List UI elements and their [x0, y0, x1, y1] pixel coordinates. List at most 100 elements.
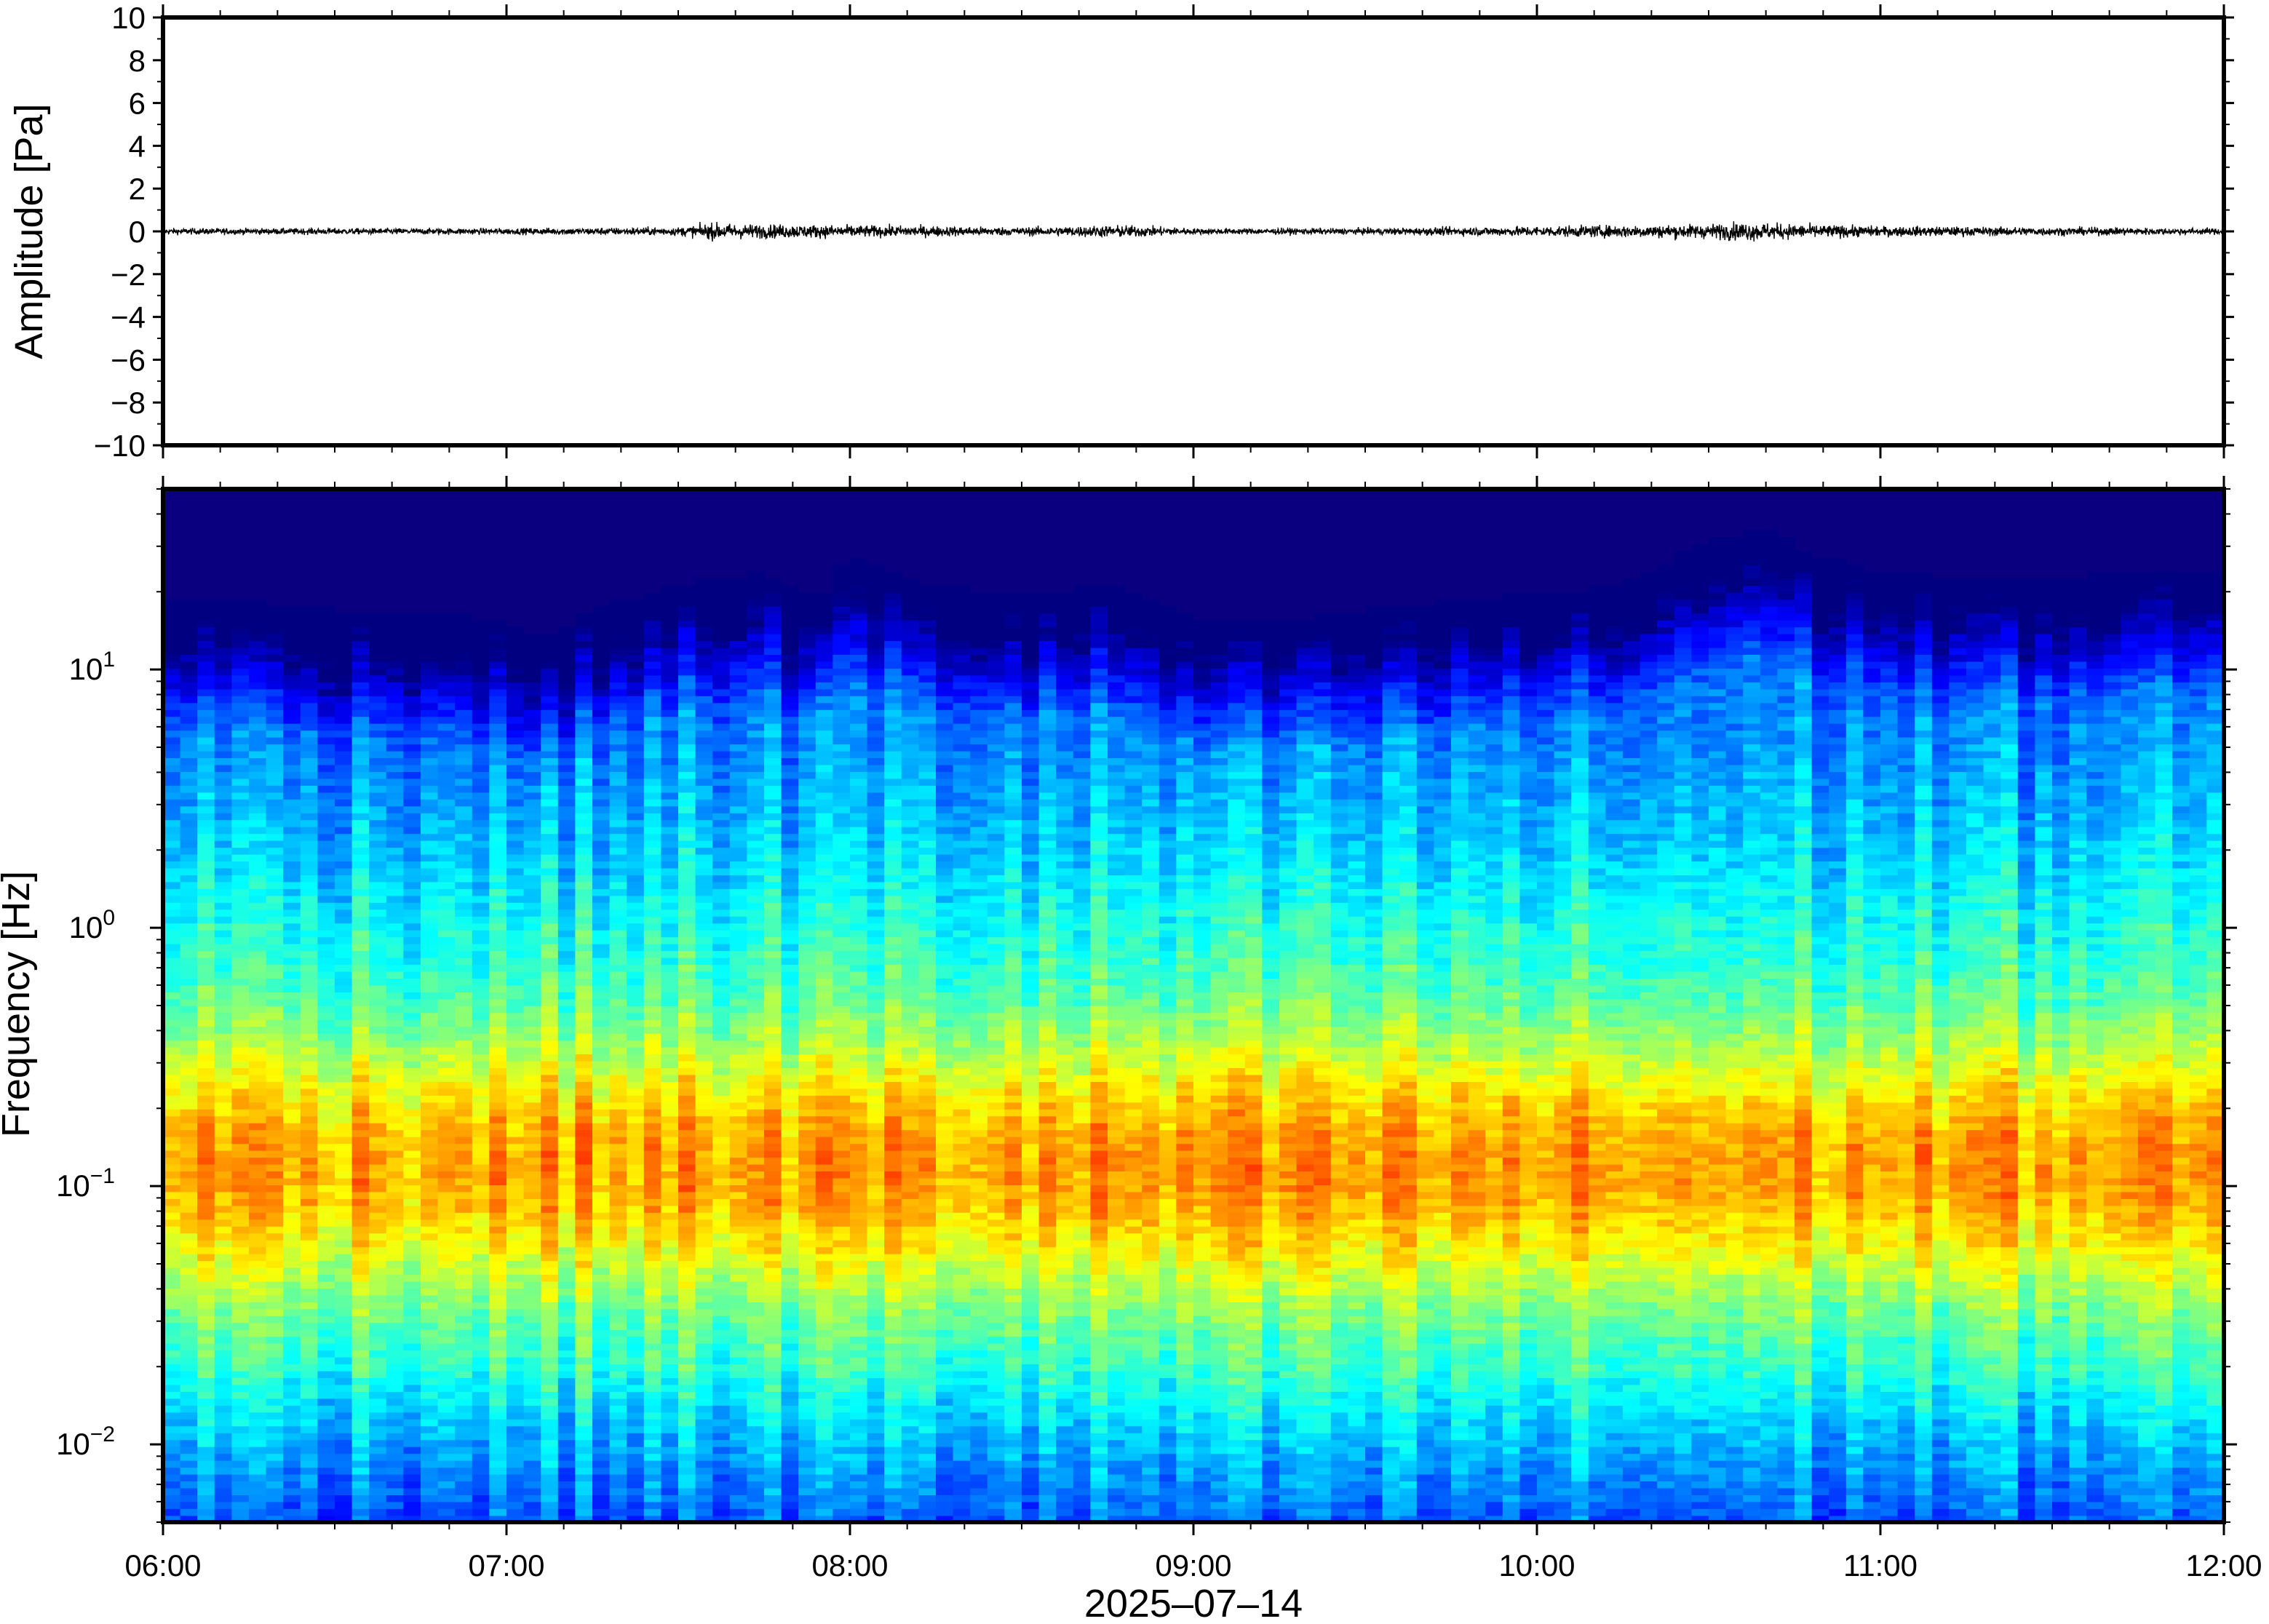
spectrogram-cell [249, 1239, 267, 1248]
spectrogram-cell [609, 1185, 627, 1193]
spectrogram-cell [764, 1405, 782, 1413]
spectrogram-cell [678, 654, 696, 662]
spectrogram-cell [472, 1391, 490, 1399]
spectrogram-cell [523, 1185, 541, 1193]
spectrogram-cell [351, 792, 370, 800]
spectrogram-cell [180, 1115, 198, 1123]
spectrogram-cell [729, 626, 748, 634]
spectrogram-cell [163, 992, 181, 1000]
spectrogram-cell [661, 819, 679, 827]
spectrogram-cell [197, 1122, 215, 1131]
spectrogram-cell [317, 1122, 335, 1131]
spectrogram-cell [351, 1398, 370, 1406]
spectrogram-cell [351, 950, 370, 958]
spectrogram-cell [712, 647, 731, 655]
spectrogram-cell [557, 778, 576, 786]
spectrogram-cell [747, 1136, 765, 1145]
spectrogram-cell [231, 1315, 250, 1324]
spectrogram-cell [661, 633, 679, 642]
spectrogram-cell [541, 1508, 559, 1516]
spectrogram-cell [695, 915, 713, 924]
spectrogram-cell [506, 943, 525, 952]
spectrogram-cell [231, 1143, 250, 1151]
spectrogram-cell [455, 1356, 473, 1365]
spectrogram-cell [472, 1405, 490, 1413]
spectrogram-cell [627, 599, 645, 607]
spectrogram-cell [283, 1308, 301, 1316]
spectrogram-cell [386, 984, 405, 992]
spectrogram-cell [231, 1102, 250, 1110]
spectrogram-cell [661, 613, 679, 621]
spectrogram-cell [627, 1012, 645, 1020]
spectrogram-cell [214, 778, 233, 786]
spectrogram-cell [764, 840, 782, 848]
spectrogram-cell [369, 1515, 387, 1522]
spectrogram-cell [575, 1225, 593, 1234]
spectrogram-cell [747, 1391, 765, 1399]
spectrogram-cell [523, 668, 541, 676]
spectrogram-cell [781, 1102, 799, 1110]
spectrogram-cell [609, 1109, 627, 1117]
spectrogram-cell [437, 1088, 456, 1096]
spectrogram-cell [231, 730, 250, 738]
spectrogram-cell [455, 936, 473, 944]
spectrogram-cell [592, 1046, 611, 1055]
spectrogram-cell [300, 688, 319, 696]
spectrogram-cell [266, 819, 284, 827]
spectrogram-cell [592, 1425, 611, 1433]
spectrogram-cell [163, 1006, 181, 1014]
spectrogram-cell [351, 1019, 370, 1027]
spectrogram-cell [351, 1185, 370, 1193]
spectrogram-cell [249, 1081, 267, 1089]
spectrogram-cell [163, 902, 181, 910]
spectrogram-cell [729, 1006, 748, 1014]
spectrogram-cell [472, 1088, 490, 1096]
spectrogram-cell [695, 730, 713, 738]
spectrogram-cell [455, 688, 473, 696]
spectrogram-cell [643, 799, 662, 807]
spectrogram-cell [781, 1515, 799, 1522]
spectrogram-cell [231, 613, 250, 621]
spectrogram-cell [472, 1163, 490, 1171]
spectrogram-cell [231, 1432, 250, 1441]
spectrogram-cell [403, 757, 421, 765]
spectrogram-cell [300, 812, 319, 821]
spectrogram-cell [231, 1040, 250, 1048]
spectrogram-cell [712, 736, 731, 745]
spectrogram-cell [575, 867, 593, 875]
spectrogram-cell [747, 1157, 765, 1165]
spectrogram-cell [678, 1191, 696, 1199]
spectrogram-cell [351, 923, 370, 931]
spectrogram-cell [592, 881, 611, 889]
spectrogram-cell [437, 1446, 456, 1454]
spectrogram-cell [455, 1006, 473, 1014]
spectrogram-cell [695, 1136, 713, 1145]
spectrogram-cell [472, 978, 490, 986]
spectrogram-cell [283, 1281, 301, 1289]
spectrogram-cell [506, 757, 525, 765]
spectrogram-cell [266, 633, 284, 642]
spectrogram-cell [266, 1212, 284, 1220]
spectrogram-cell [197, 888, 215, 896]
spectrogram-cell [592, 668, 611, 676]
spectrogram-cell [712, 881, 731, 889]
spectrogram-cell [575, 1239, 593, 1248]
spectrogram-cell [437, 1302, 456, 1310]
spectrogram-cell [557, 654, 576, 662]
spectrogram-cell [712, 847, 731, 855]
spectrogram-cell [506, 1439, 525, 1447]
spectrogram-cell [695, 1405, 713, 1413]
spectrogram-cell [695, 654, 713, 662]
spectrogram-cell [781, 1453, 799, 1461]
spectrogram-cell [747, 709, 765, 717]
spectrogram-cell [643, 1233, 662, 1241]
spectrogram-cell [523, 696, 541, 704]
spectrogram-cell [249, 1219, 267, 1227]
spectrogram-cell [472, 1419, 490, 1427]
spectrogram-cell [163, 1515, 181, 1522]
spectrogram-cell [643, 1515, 662, 1522]
spectrogram-cell [231, 1219, 250, 1227]
spectrogram-cell [609, 1508, 627, 1516]
spectrogram-cell [283, 826, 301, 835]
spectrogram-cell [747, 1419, 765, 1427]
